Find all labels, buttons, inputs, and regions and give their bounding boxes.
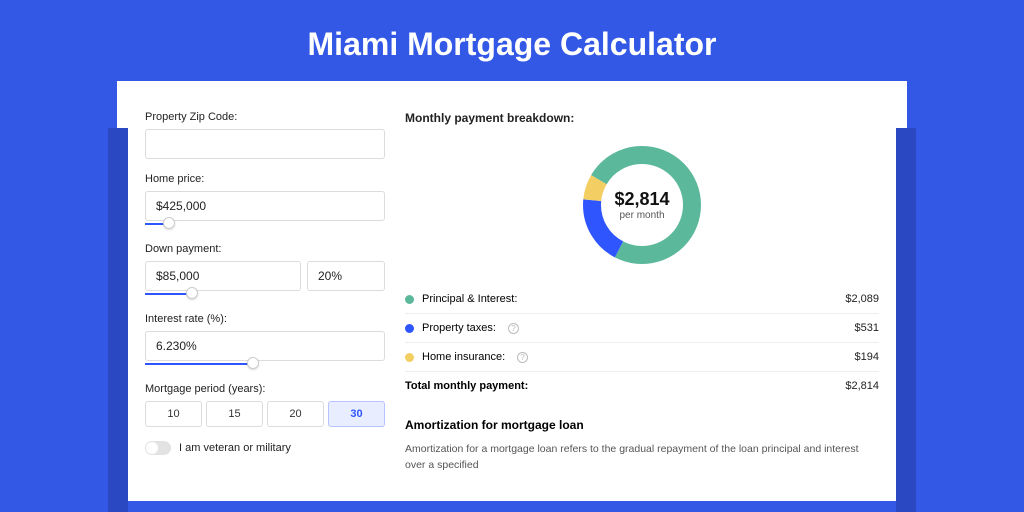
veteran-toggle[interactable]	[145, 441, 171, 455]
calculator-card: Property Zip Code: Home price: Down paym…	[117, 81, 907, 501]
period-button-20[interactable]: 20	[267, 401, 324, 427]
donut-chart: $2,814 per month	[578, 141, 706, 269]
zip-label: Property Zip Code:	[145, 111, 385, 123]
legend-label: Property taxes:	[422, 322, 496, 334]
field-interest: Interest rate (%):	[145, 313, 385, 369]
period-label: Mortgage period (years):	[145, 383, 385, 395]
slider-thumb[interactable]	[247, 357, 259, 369]
toggle-knob	[146, 442, 158, 454]
slider-track	[145, 363, 253, 365]
breakdown-title: Monthly payment breakdown:	[405, 111, 879, 125]
legend-dot	[405, 324, 414, 333]
home-price-input[interactable]	[145, 191, 385, 221]
legend-dot	[405, 353, 414, 362]
donut-wrap: $2,814 per month	[405, 135, 879, 281]
field-home-price: Home price:	[145, 173, 385, 229]
interest-input[interactable]	[145, 331, 385, 361]
form-panel: Property Zip Code: Home price: Down paym…	[145, 111, 385, 471]
legend-total-value: $2,814	[845, 380, 879, 392]
legend: Principal & Interest: $2,089 Property taxe…	[405, 285, 879, 400]
slider-thumb[interactable]	[186, 287, 198, 299]
slider-thumb[interactable]	[163, 217, 175, 229]
breakdown-panel: Monthly payment breakdown: $2,814 per mo…	[385, 111, 879, 471]
field-veteran: I am veteran or military	[145, 441, 385, 455]
slider-track	[145, 293, 192, 295]
amortization-title: Amortization for mortgage loan	[405, 418, 879, 432]
period-button-group: 10152030	[145, 401, 385, 427]
legend-value: $531	[855, 322, 879, 334]
field-zip: Property Zip Code:	[145, 111, 385, 159]
legend-label: Home insurance:	[422, 351, 505, 363]
field-down-payment: Down payment:	[145, 243, 385, 299]
card-shadow	[896, 128, 916, 512]
page-title: Miami Mortgage Calculator	[0, 0, 1024, 81]
down-payment-pct-input[interactable]	[307, 261, 385, 291]
info-icon[interactable]: ?	[508, 323, 519, 334]
home-price-label: Home price:	[145, 173, 385, 185]
legend-total-label: Total monthly payment:	[405, 380, 528, 392]
legend-dot	[405, 295, 414, 304]
legend-total-row: Total monthly payment: $2,814	[405, 372, 879, 400]
legend-row: Principal & Interest: $2,089	[405, 285, 879, 314]
donut-center: $2,814 per month	[578, 141, 706, 269]
down-payment-label: Down payment:	[145, 243, 385, 255]
period-button-30[interactable]: 30	[328, 401, 385, 427]
interest-slider[interactable]	[145, 359, 385, 369]
period-button-10[interactable]: 10	[145, 401, 202, 427]
amortization-section: Amortization for mortgage loan Amortizat…	[405, 418, 879, 474]
home-price-slider[interactable]	[145, 219, 385, 229]
down-payment-input[interactable]	[145, 261, 301, 291]
legend-label: Principal & Interest:	[422, 293, 517, 305]
card-shadow	[108, 128, 128, 512]
info-icon[interactable]: ?	[517, 352, 528, 363]
legend-value: $194	[855, 351, 879, 363]
veteran-label: I am veteran or military	[179, 442, 291, 454]
amortization-text: Amortization for a mortgage loan refers …	[405, 442, 879, 474]
donut-value: $2,814	[614, 189, 669, 210]
interest-label: Interest rate (%):	[145, 313, 385, 325]
legend-row: Home insurance:? $194	[405, 343, 879, 372]
field-period: Mortgage period (years): 10152030	[145, 383, 385, 427]
legend-row: Property taxes:? $531	[405, 314, 879, 343]
down-payment-slider[interactable]	[145, 289, 301, 299]
donut-sub: per month	[619, 210, 664, 221]
period-button-15[interactable]: 15	[206, 401, 263, 427]
zip-input[interactable]	[145, 129, 385, 159]
legend-value: $2,089	[845, 293, 879, 305]
